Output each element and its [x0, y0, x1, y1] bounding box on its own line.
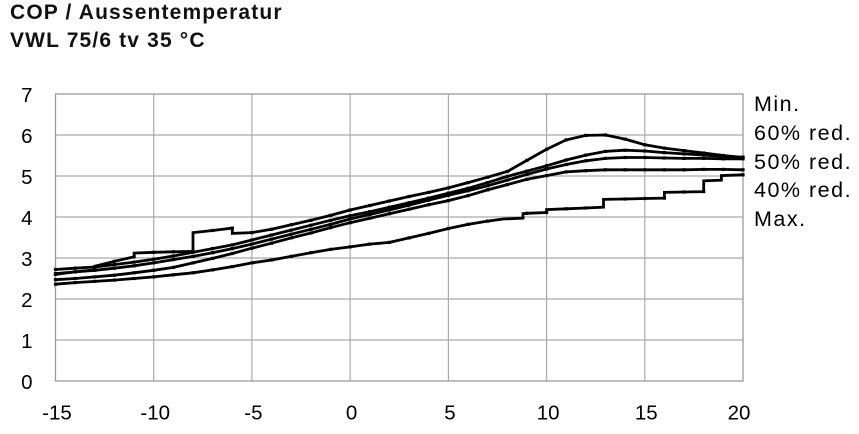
svg-text:4: 4 — [21, 207, 32, 230]
svg-text:0: 0 — [21, 371, 32, 394]
svg-text:10: 10 — [537, 402, 560, 425]
svg-text:0: 0 — [346, 402, 357, 425]
svg-text:3: 3 — [21, 248, 32, 271]
svg-text:-10: -10 — [140, 402, 170, 425]
svg-text:15: 15 — [635, 402, 658, 425]
svg-text:7: 7 — [21, 84, 32, 107]
svg-text:6: 6 — [21, 125, 32, 148]
svg-text:-5: -5 — [244, 402, 262, 425]
svg-text:5: 5 — [21, 166, 32, 189]
svg-text:20: 20 — [728, 402, 751, 425]
svg-text:-15: -15 — [42, 402, 72, 425]
svg-text:2: 2 — [21, 289, 32, 312]
svg-text:5: 5 — [444, 402, 455, 425]
svg-text:1: 1 — [21, 330, 32, 353]
